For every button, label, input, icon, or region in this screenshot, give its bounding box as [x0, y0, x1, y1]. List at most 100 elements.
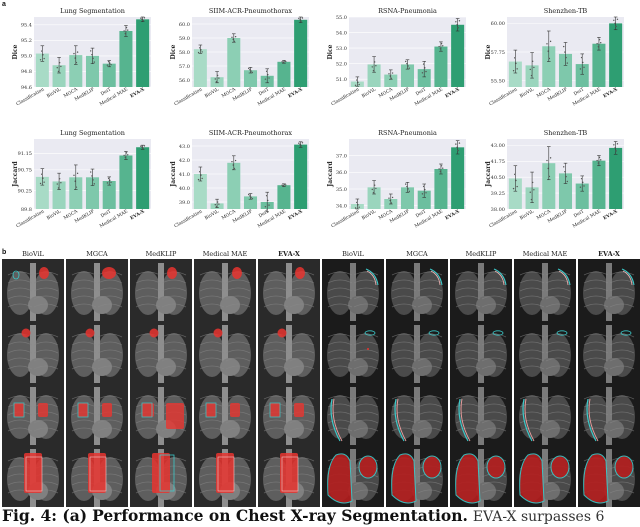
data-point: [407, 188, 409, 190]
rib: [135, 349, 161, 354]
rib: [519, 365, 545, 370]
data-point: [354, 84, 357, 86]
x-tick-label: BioViL: [204, 209, 220, 222]
rib: [289, 287, 315, 292]
rib: [481, 341, 507, 346]
x-tick-label: Medical MAE: [99, 87, 129, 108]
x-tick-label: Medical MAE: [257, 87, 287, 108]
lung-left: [135, 333, 161, 377]
data-point: [514, 57, 516, 59]
rib: [327, 349, 353, 354]
rib: [481, 287, 507, 292]
data-point: [200, 174, 202, 176]
y-tick-label: 60.0: [179, 22, 190, 28]
data-point: [516, 185, 518, 188]
bar: [277, 185, 291, 209]
rib: [135, 357, 161, 362]
data-point: [301, 17, 304, 19]
xray-image-cell: [514, 383, 576, 445]
data-point: [408, 190, 410, 193]
data-point: [267, 199, 269, 202]
bar: [193, 49, 207, 87]
data-point: [579, 186, 582, 188]
data-point: [200, 49, 202, 51]
rib: [225, 287, 251, 292]
rib: [97, 295, 123, 300]
data-point: [125, 152, 128, 154]
rib: [135, 419, 161, 424]
spine: [286, 387, 292, 445]
rib: [455, 419, 481, 424]
rib: [481, 303, 507, 308]
lesion-mask: [149, 328, 159, 338]
rib: [263, 395, 289, 400]
xray-image-cell: [258, 259, 320, 321]
data-point: [107, 60, 110, 63]
lesion-outline: [428, 330, 440, 336]
rib: [33, 427, 59, 432]
lesion-mask: [206, 403, 216, 417]
data-point: [458, 142, 461, 144]
data-point: [231, 36, 233, 39]
pneumothorax-outline: [493, 268, 507, 286]
data-point: [549, 40, 552, 43]
x-tick-label: EVA-X: [444, 208, 461, 221]
rib: [545, 357, 571, 362]
spine: [94, 387, 100, 445]
rib: [391, 395, 417, 400]
lesion-outline: [620, 330, 632, 336]
data-point: [91, 175, 93, 177]
rib: [71, 427, 97, 432]
lung-left: [327, 271, 353, 315]
data-point: [533, 189, 535, 191]
x-tick-label: BioViL: [361, 209, 377, 222]
xray-image: [258, 321, 320, 383]
lesion-mask: [14, 403, 24, 417]
rib: [583, 271, 609, 276]
xray-image-cell: [130, 383, 192, 445]
data-point: [597, 46, 600, 48]
tube-outline: [522, 398, 533, 442]
xray-image: [578, 445, 640, 507]
lesion-mask: [166, 403, 184, 429]
column-label: MGCA: [86, 250, 108, 258]
data-point: [613, 19, 615, 22]
rib: [417, 395, 443, 400]
data-point: [458, 20, 461, 22]
data-point: [514, 173, 516, 176]
data-point: [233, 40, 236, 43]
rib: [417, 357, 443, 362]
rib: [455, 395, 481, 400]
data-point: [74, 180, 76, 182]
rib: [97, 287, 123, 292]
pneumothorax-outline: [621, 268, 635, 286]
rib: [327, 295, 353, 300]
data-point: [299, 19, 301, 21]
rib: [583, 427, 609, 432]
rib: [33, 349, 59, 354]
rib: [455, 279, 481, 284]
rib: [519, 271, 545, 276]
data-point: [215, 206, 218, 208]
y-tick-label: 42.0: [179, 158, 190, 164]
rib: [583, 341, 609, 346]
rib: [289, 349, 315, 354]
lung-left: [263, 271, 289, 315]
data-point: [57, 70, 60, 73]
bar: [434, 169, 448, 209]
x-tick-label: DeiT: [100, 208, 113, 219]
x-tick-label: Classification: [330, 87, 360, 108]
xray-image: [2, 445, 64, 507]
data-point: [233, 167, 236, 170]
data-point: [282, 185, 285, 187]
lung-left: [519, 271, 545, 315]
data-point: [456, 146, 458, 149]
spine: [606, 387, 612, 445]
rib: [33, 295, 59, 300]
data-point: [93, 61, 96, 63]
rib: [545, 489, 571, 494]
column-label: Medical MAE: [202, 250, 248, 258]
y-tick-label: 89.8: [21, 207, 32, 213]
data-point: [616, 143, 619, 145]
chart-title: Shenzhen-TB: [544, 7, 588, 15]
